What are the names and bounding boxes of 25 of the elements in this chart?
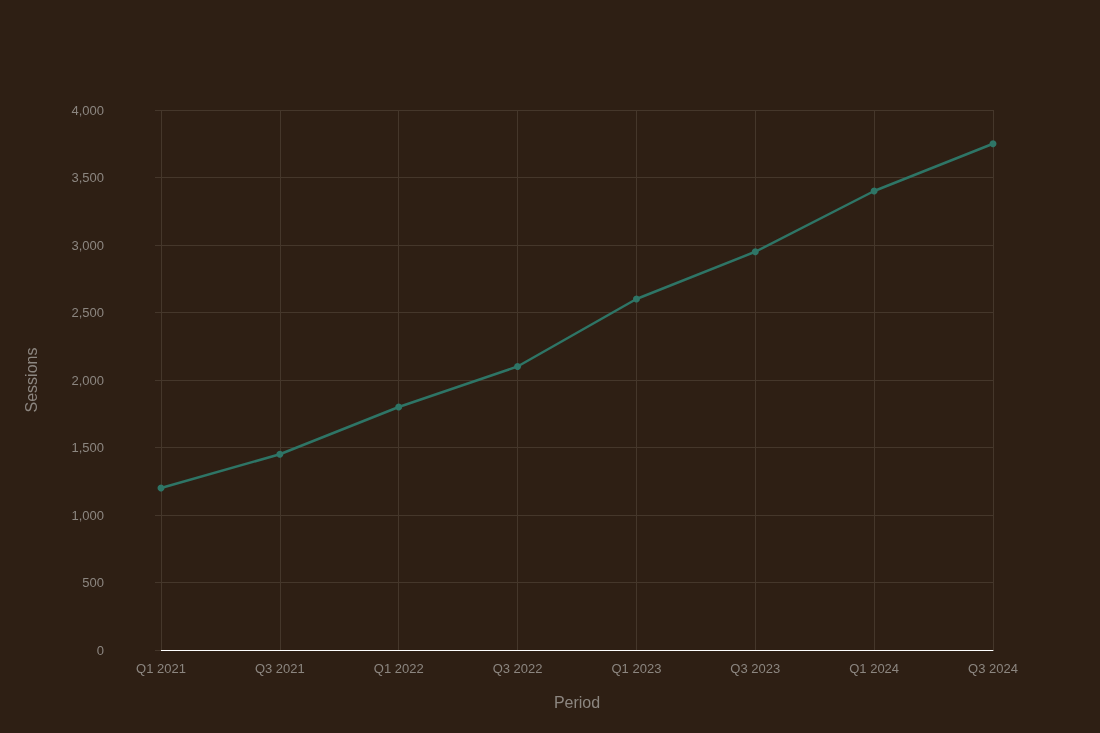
y-tick-label: 4,000	[71, 102, 104, 118]
y-tick-label: 1,500	[71, 440, 104, 455]
point	[632, 295, 640, 303]
x-axis-title: Period	[553, 693, 601, 711]
y-tick-label: 500	[82, 575, 104, 590]
y-axis-title: Sessions	[22, 347, 40, 413]
x-tick-label: Q1 2023	[611, 661, 662, 676]
x-tick-label: Q1 2021	[136, 661, 186, 676]
point	[989, 140, 997, 148]
y-tick-label: 0	[96, 642, 104, 658]
y-tick-label: 2,000	[71, 372, 104, 388]
x-tick-label: Q3 2023	[730, 661, 781, 676]
x-tick-label: Q3 2022	[492, 661, 543, 676]
point	[276, 450, 284, 458]
x-tick-label: Q3 2024	[968, 661, 1018, 676]
y-tick-label: 1,000	[71, 507, 104, 523]
y-tick-label: 3,500	[71, 170, 104, 185]
point	[514, 363, 522, 370]
x-tick-label: Q1 2022	[373, 661, 424, 676]
point	[395, 403, 403, 411]
point	[751, 248, 759, 256]
x-tick-label: Q3 2021	[254, 661, 305, 676]
y-tick-label: 3,000	[71, 237, 104, 253]
y-tick-label: 2,500	[71, 305, 104, 320]
x-tick-label: Q1 2024	[849, 661, 900, 676]
